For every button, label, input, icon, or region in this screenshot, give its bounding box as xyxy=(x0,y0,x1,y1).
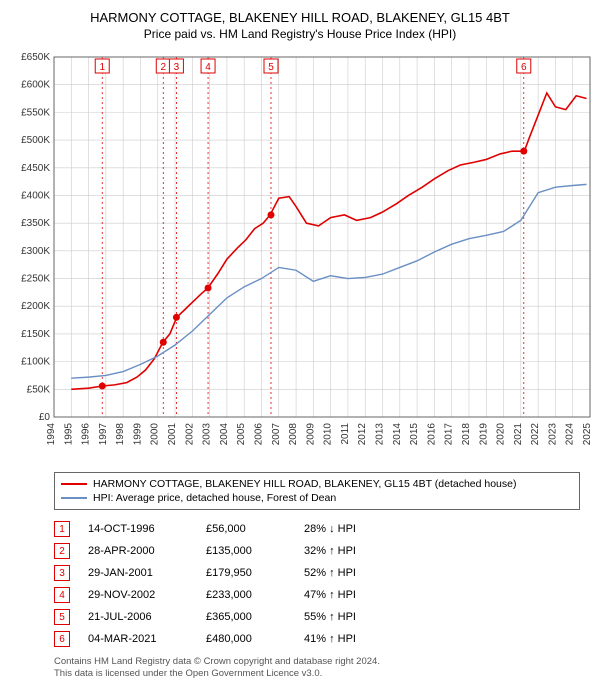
legend-item: HARMONY COTTAGE, BLAKENEY HILL ROAD, BLA… xyxy=(61,477,573,491)
svg-text:2003: 2003 xyxy=(202,423,213,446)
svg-text:£200K: £200K xyxy=(21,301,50,312)
svg-text:2000: 2000 xyxy=(150,423,161,446)
svg-text:£550K: £550K xyxy=(21,107,50,118)
svg-text:3: 3 xyxy=(174,62,180,73)
svg-text:2021: 2021 xyxy=(513,423,524,446)
svg-text:2011: 2011 xyxy=(340,423,351,445)
svg-text:2018: 2018 xyxy=(461,423,472,446)
chart-subtitle: Price paid vs. HM Land Registry's House … xyxy=(10,27,590,41)
svg-text:1: 1 xyxy=(99,62,105,73)
svg-text:£650K: £650K xyxy=(21,52,50,63)
sales-row: 5 21-JUL-2006 £365,000 55% ↑ HPI xyxy=(54,606,580,628)
svg-text:£450K: £450K xyxy=(21,163,50,174)
svg-text:2017: 2017 xyxy=(444,423,455,446)
svg-text:2025: 2025 xyxy=(582,423,593,446)
sale-date: 29-NOV-2002 xyxy=(88,589,188,601)
sales-row: 3 29-JAN-2001 £179,950 52% ↑ HPI xyxy=(54,562,580,584)
svg-text:1994: 1994 xyxy=(46,423,57,446)
sale-marker-box: 3 xyxy=(54,565,70,581)
svg-text:2014: 2014 xyxy=(392,423,403,446)
svg-text:£50K: £50K xyxy=(27,384,51,395)
svg-text:£100K: £100K xyxy=(21,357,50,368)
sale-date: 04-MAR-2021 xyxy=(88,633,188,645)
sale-price: £135,000 xyxy=(206,545,286,557)
sales-row: 6 04-MAR-2021 £480,000 41% ↑ HPI xyxy=(54,628,580,650)
svg-text:1999: 1999 xyxy=(132,423,143,446)
svg-text:2013: 2013 xyxy=(375,423,386,446)
svg-text:2004: 2004 xyxy=(219,423,230,446)
footer-line-2: This data is licensed under the Open Gov… xyxy=(54,668,580,680)
svg-text:2020: 2020 xyxy=(496,423,507,446)
legend-item: HPI: Average price, detached house, Fore… xyxy=(61,491,573,505)
svg-text:2001: 2001 xyxy=(167,423,178,446)
sale-diff: 41% ↑ HPI xyxy=(304,633,404,645)
sale-price: £480,000 xyxy=(206,633,286,645)
sale-marker-box: 4 xyxy=(54,587,70,603)
svg-text:2005: 2005 xyxy=(236,423,247,446)
svg-text:£300K: £300K xyxy=(21,246,50,257)
sale-diff: 32% ↑ HPI xyxy=(304,545,404,557)
svg-text:2015: 2015 xyxy=(409,423,420,446)
sale-diff: 47% ↑ HPI xyxy=(304,589,404,601)
svg-text:1996: 1996 xyxy=(81,423,92,446)
svg-text:2019: 2019 xyxy=(478,423,489,446)
legend-swatch xyxy=(61,497,87,499)
svg-text:£600K: £600K xyxy=(21,80,50,91)
sale-diff: 52% ↑ HPI xyxy=(304,567,404,579)
sale-date: 21-JUL-2006 xyxy=(88,611,188,623)
svg-text:2008: 2008 xyxy=(288,423,299,446)
svg-text:2: 2 xyxy=(160,62,166,73)
svg-text:2022: 2022 xyxy=(530,423,541,446)
svg-text:2012: 2012 xyxy=(357,423,368,446)
sale-date: 28-APR-2000 xyxy=(88,545,188,557)
svg-text:£500K: £500K xyxy=(21,135,50,146)
svg-text:£150K: £150K xyxy=(21,329,50,340)
sale-marker-box: 1 xyxy=(54,521,70,537)
sales-table: 1 14-OCT-1996 £56,000 28% ↓ HPI 2 28-APR-2000… xyxy=(54,518,580,650)
svg-text:1998: 1998 xyxy=(115,423,126,446)
svg-text:6: 6 xyxy=(521,62,527,73)
svg-text:£250K: £250K xyxy=(21,274,50,285)
sales-row: 4 29-NOV-2002 £233,000 47% ↑ HPI xyxy=(54,584,580,606)
sale-marker-box: 6 xyxy=(54,631,70,647)
sales-row: 1 14-OCT-1996 £56,000 28% ↓ HPI xyxy=(54,518,580,540)
legend: HARMONY COTTAGE, BLAKENEY HILL ROAD, BLA… xyxy=(54,472,580,510)
svg-text:2010: 2010 xyxy=(323,423,334,446)
svg-text:£0: £0 xyxy=(39,412,51,423)
svg-text:2007: 2007 xyxy=(271,423,282,446)
sale-price: £179,950 xyxy=(206,567,286,579)
sale-marker-box: 2 xyxy=(54,543,70,559)
svg-text:2009: 2009 xyxy=(305,423,316,446)
price-chart: £0 £50K £100K £150K £200K £250K £300K £350K £400… xyxy=(10,49,600,457)
svg-text:2016: 2016 xyxy=(426,423,437,446)
legend-label: HARMONY COTTAGE, BLAKENEY HILL ROAD, BLA… xyxy=(93,478,517,490)
legend-label: HPI: Average price, detached house, Fore… xyxy=(93,492,336,504)
svg-text:£350K: £350K xyxy=(21,218,50,229)
svg-text:1997: 1997 xyxy=(98,423,109,446)
svg-text:2024: 2024 xyxy=(565,423,576,446)
svg-text:£400K: £400K xyxy=(21,190,50,201)
sale-price: £365,000 xyxy=(206,611,286,623)
svg-text:2002: 2002 xyxy=(184,423,195,446)
chart-area: £0 £50K £100K £150K £200K £250K £300K £350K £400… xyxy=(10,49,590,462)
svg-text:4: 4 xyxy=(205,62,211,73)
footer-attribution: Contains HM Land Registry data © Crown c… xyxy=(54,656,580,681)
svg-text:5: 5 xyxy=(268,62,274,73)
sales-row: 2 28-APR-2000 £135,000 32% ↑ HPI xyxy=(54,540,580,562)
sale-diff: 28% ↓ HPI xyxy=(304,523,404,535)
sale-date: 29-JAN-2001 xyxy=(88,567,188,579)
footer-line-1: Contains HM Land Registry data © Crown c… xyxy=(54,656,580,668)
svg-text:2023: 2023 xyxy=(547,423,558,446)
svg-text:2006: 2006 xyxy=(253,423,264,446)
sale-price: £56,000 xyxy=(206,523,286,535)
sale-price: £233,000 xyxy=(206,589,286,601)
legend-swatch xyxy=(61,483,87,485)
svg-text:1995: 1995 xyxy=(63,423,74,446)
chart-title: HARMONY COTTAGE, BLAKENEY HILL ROAD, BLA… xyxy=(10,10,590,25)
sale-diff: 55% ↑ HPI xyxy=(304,611,404,623)
sale-marker-box: 5 xyxy=(54,609,70,625)
sale-date: 14-OCT-1996 xyxy=(88,523,188,535)
